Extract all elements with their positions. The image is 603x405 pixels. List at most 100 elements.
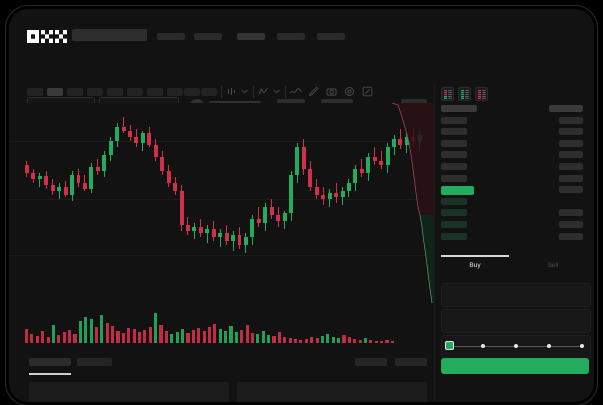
line-chart-icon[interactable] — [290, 86, 302, 97]
orderbook-row[interactable] — [435, 151, 594, 161]
candle-body — [205, 229, 210, 233]
timeframe-2[interactable] — [47, 88, 63, 96]
orderbook-price — [441, 197, 467, 205]
volume-bar — [148, 327, 152, 343]
volume-bar — [154, 313, 158, 343]
candle-body — [25, 165, 29, 173]
orderbook-header — [435, 83, 594, 103]
orderbook-both-icon[interactable] — [441, 87, 454, 101]
volume-bar — [78, 321, 82, 343]
timeframe-5[interactable] — [107, 88, 123, 96]
timeframe-1[interactable] — [27, 88, 43, 96]
price-chart[interactable] — [9, 103, 434, 349]
volume-bar — [121, 333, 125, 343]
orderbook-row[interactable] — [435, 174, 594, 185]
timeframe-3[interactable] — [67, 88, 83, 96]
pencil-draw-icon[interactable] — [308, 86, 319, 97]
orderbook-quantity — [559, 151, 583, 159]
orders-tab-inactive[interactable] — [77, 358, 112, 366]
chevron-down-icon[interactable] — [241, 89, 248, 94]
slider-stop-50[interactable] — [514, 343, 518, 348]
candle-body — [198, 227, 203, 233]
orderbook-row[interactable] — [435, 139, 594, 150]
indicator-icon[interactable] — [258, 86, 269, 97]
nav-item-2[interactable] — [194, 33, 222, 40]
candle-body — [121, 127, 126, 131]
nav-item-5[interactable] — [317, 33, 345, 40]
amount-percent-slider[interactable] — [445, 341, 585, 351]
volume-bar — [272, 336, 276, 343]
orderbook-asks-icon[interactable] — [475, 87, 488, 101]
candle-body — [76, 175, 81, 183]
orderbook-row[interactable] — [435, 186, 594, 196]
slider-stop-25[interactable] — [481, 343, 485, 348]
volume-bar — [304, 339, 308, 343]
nav-item-3[interactable] — [237, 33, 265, 40]
candle-body — [243, 237, 248, 245]
order-field-1[interactable] — [441, 283, 591, 307]
orderbook-quantity — [559, 209, 583, 217]
tab-sell[interactable]: Sell — [547, 262, 559, 269]
timeframe-6[interactable] — [127, 88, 143, 96]
timeframe-10[interactable] — [201, 88, 217, 96]
orderbook-row[interactable] — [435, 232, 594, 243]
slider-stop-100[interactable] — [580, 343, 584, 348]
candle-body — [392, 139, 397, 147]
volume-bar — [326, 334, 330, 343]
candle-body — [179, 191, 184, 225]
orderbook-row[interactable] — [435, 197, 594, 208]
volume-bar — [320, 336, 324, 343]
candle-body — [63, 187, 68, 195]
candle-body — [334, 193, 339, 197]
slider-handle[interactable] — [445, 341, 454, 350]
chevron-down-icon[interactable] — [273, 89, 280, 94]
candlestick-chart-icon[interactable] — [226, 86, 237, 97]
timeframe-7[interactable] — [147, 88, 163, 96]
submit-buy-button[interactable] — [441, 358, 589, 374]
nav-item-1[interactable] — [157, 33, 185, 40]
candle-body — [276, 215, 281, 221]
orderbook-row[interactable] — [435, 116, 594, 127]
settings-gear-icon[interactable] — [344, 86, 355, 97]
candle-body — [411, 137, 416, 141]
orderbook-row[interactable] — [435, 128, 594, 138]
volume-bar — [358, 340, 362, 343]
timeframe-8[interactable] — [167, 88, 183, 96]
orderbook-row[interactable] — [435, 105, 594, 115]
orderbook-rows[interactable] — [435, 105, 594, 253]
orders-tab-active[interactable] — [29, 358, 71, 366]
orders-content-panel-right — [237, 382, 427, 402]
volume-bar — [202, 331, 206, 343]
volume-bar — [186, 333, 190, 343]
candle-body — [153, 145, 158, 157]
orderbook-row[interactable] — [435, 163, 594, 173]
tab-buy[interactable]: Buy — [469, 262, 481, 269]
order-field-2[interactable] — [441, 309, 591, 333]
orderbook-quantity — [559, 116, 583, 124]
nav-item-4[interactable] — [277, 33, 305, 40]
timeframe-9[interactable] — [184, 88, 200, 96]
camera-snapshot-icon[interactable] — [326, 86, 337, 97]
orderbook-bids-icon[interactable] — [458, 87, 471, 101]
volume-bar — [331, 337, 335, 343]
volume-bar — [35, 336, 39, 343]
volume-bar — [337, 338, 341, 343]
okx-logo-icon — [27, 30, 67, 43]
orderbook-row[interactable] — [435, 209, 594, 219]
timeframe-4[interactable] — [87, 88, 103, 96]
orderbook-row[interactable] — [435, 221, 594, 231]
volume-bar — [347, 337, 351, 343]
okx-logo[interactable] — [27, 30, 69, 43]
volume-bar — [127, 328, 131, 343]
orders-panel — [9, 349, 434, 402]
volume-bar — [385, 340, 389, 343]
candle-body — [50, 185, 55, 191]
orders-action-2[interactable] — [395, 358, 427, 366]
volume-bar — [89, 319, 93, 343]
orders-action-1[interactable] — [355, 358, 387, 366]
volume-bar — [224, 331, 228, 343]
order-panel: Buy Sell — [434, 83, 594, 402]
volume-bar — [164, 331, 168, 343]
fullscreen-expand-icon[interactable] — [362, 86, 373, 97]
slider-stop-75[interactable] — [547, 343, 551, 348]
